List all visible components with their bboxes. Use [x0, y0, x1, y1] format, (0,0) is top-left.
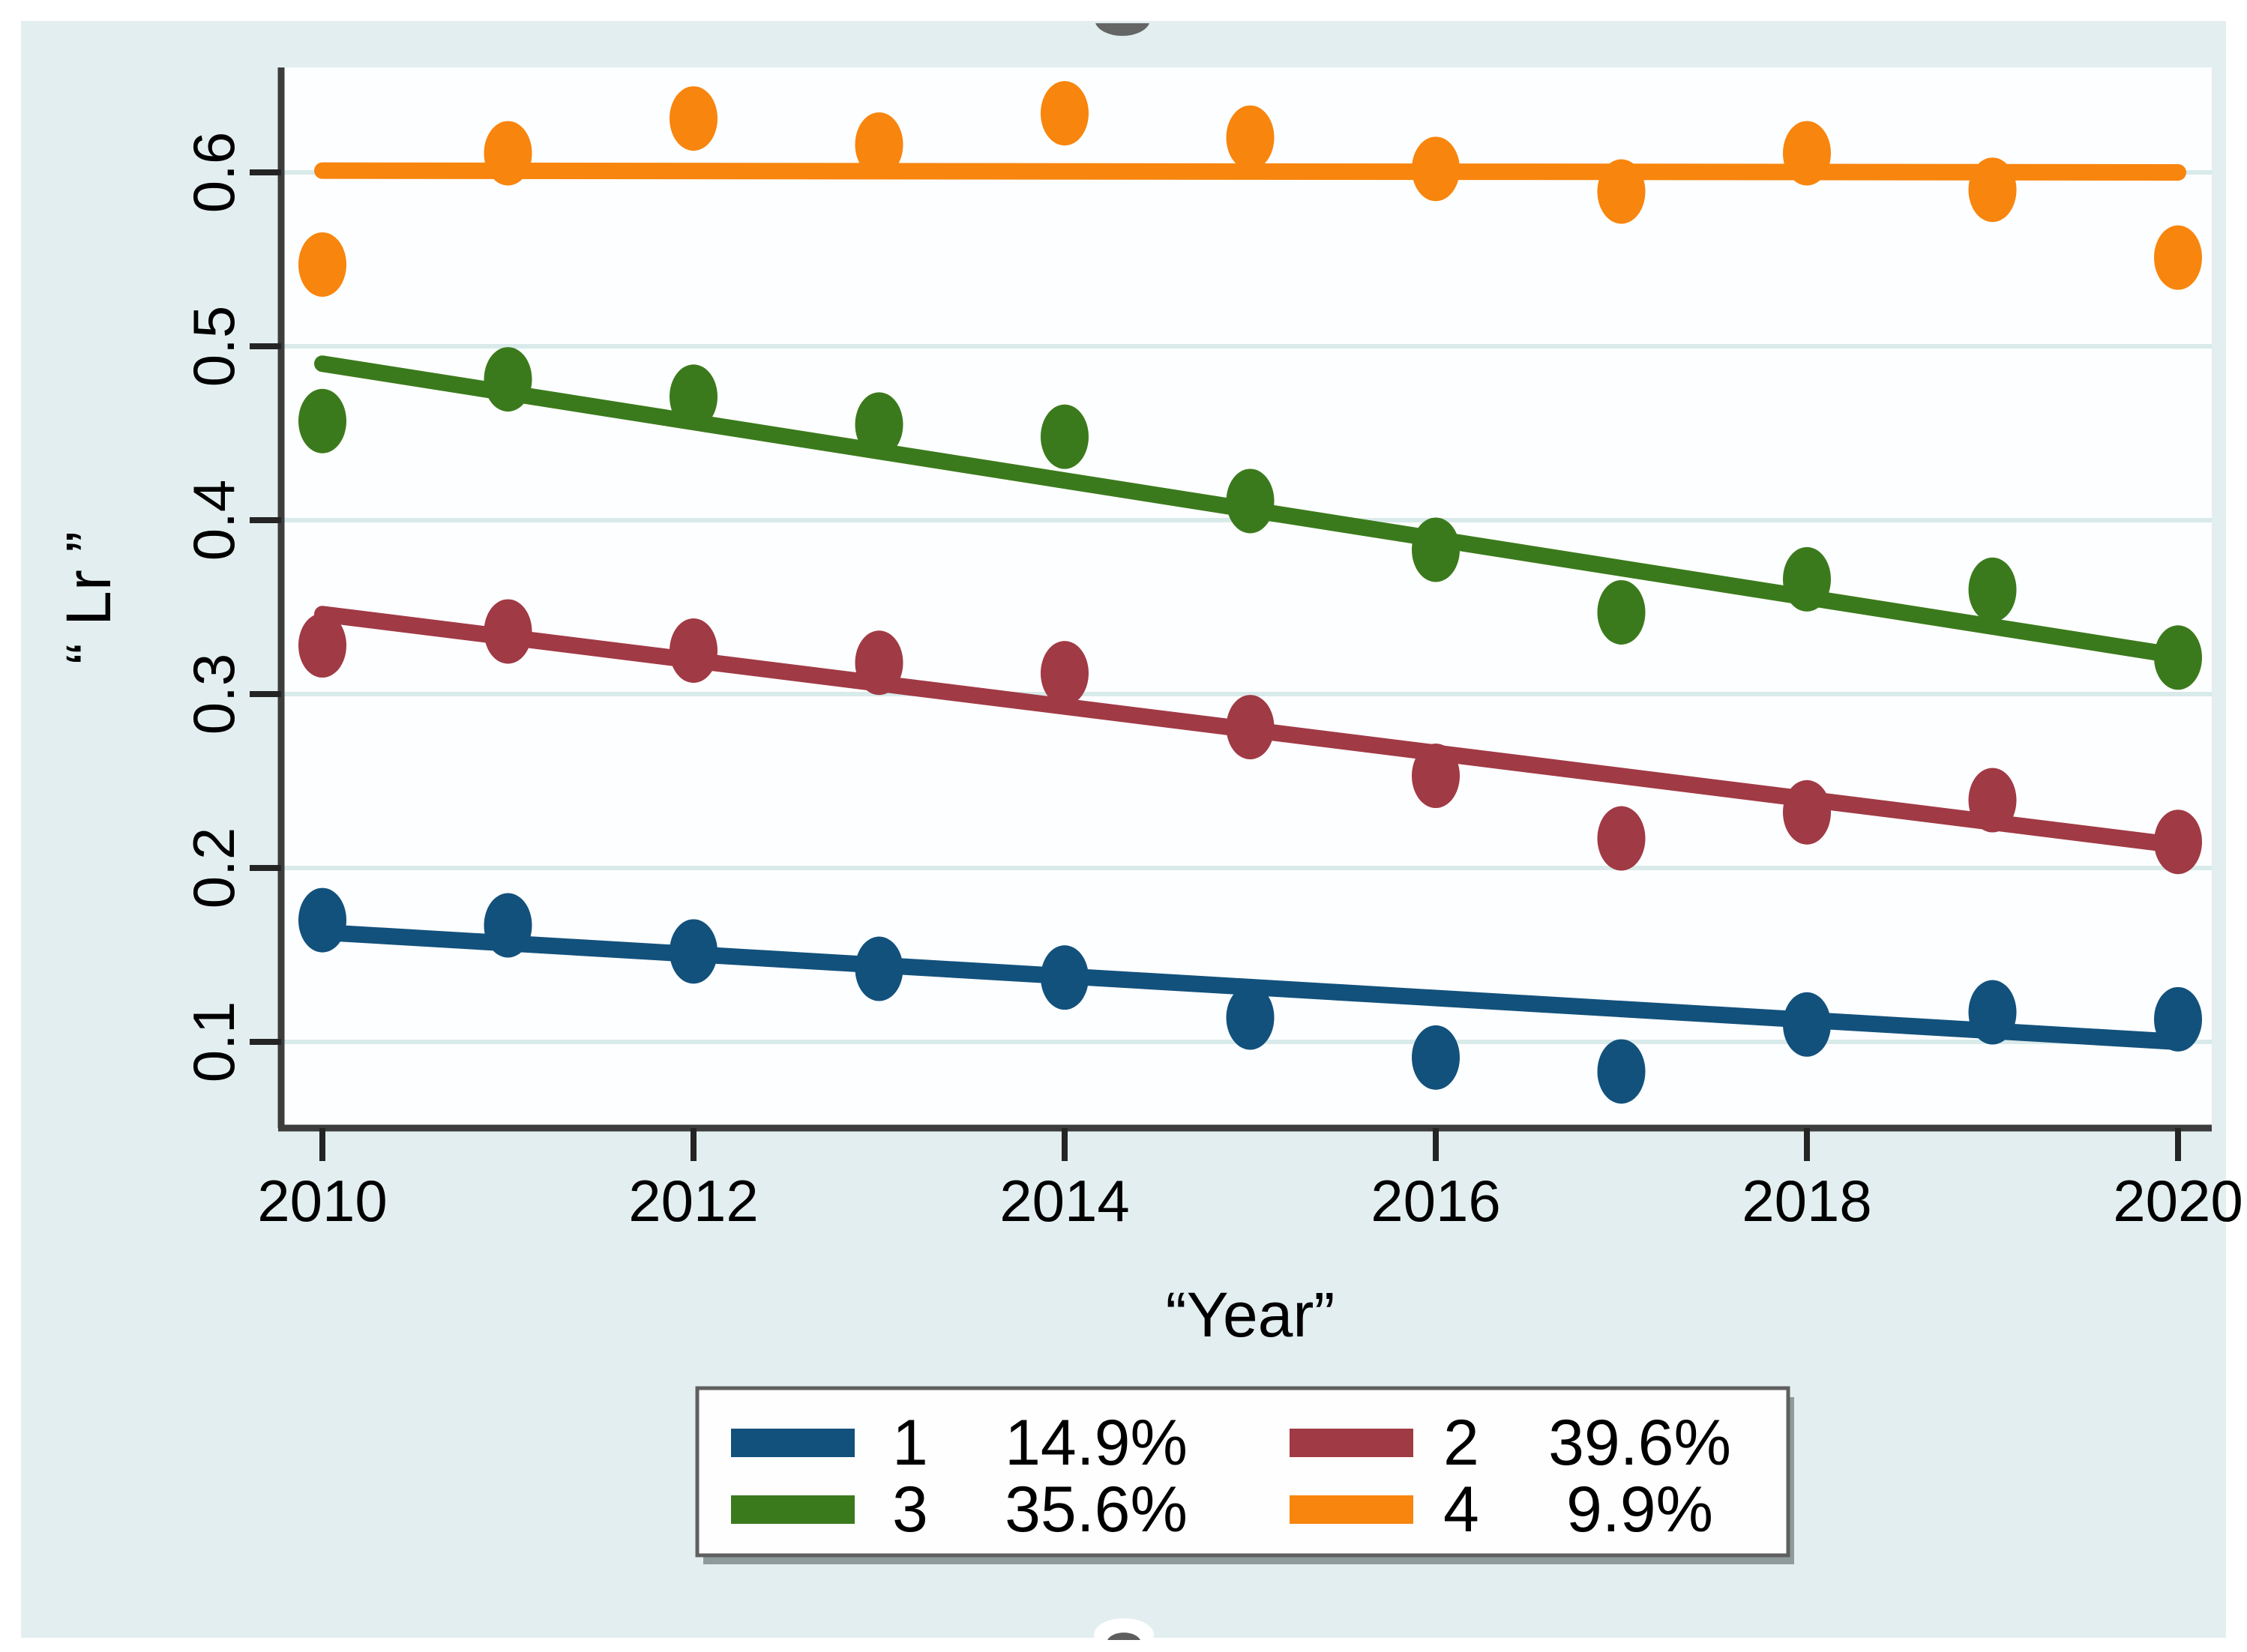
data-point	[298, 232, 346, 297]
series-3	[298, 347, 2202, 690]
x-axis-title: “Year”	[1166, 1279, 1335, 1350]
data-point	[670, 364, 718, 429]
data-point	[855, 936, 903, 1001]
data-point	[1968, 768, 2017, 833]
x-tick-label: 2020	[2113, 1168, 2243, 1234]
legend-series-label: 3	[892, 1474, 928, 1546]
x-tick-group: 2010 2012 2014 2016 2018 2020	[257, 1128, 2243, 1234]
data-point	[1783, 546, 1831, 612]
legend-series-percent: 9.9%	[1566, 1474, 1713, 1546]
y-tick-label: 0.1	[181, 1001, 247, 1082]
data-point	[2154, 625, 2202, 690]
x-tick-label: 2012	[628, 1168, 759, 1234]
data-point	[1041, 81, 1089, 146]
legend-entry-1: 1 14.9%	[731, 1407, 1188, 1479]
data-point	[855, 112, 903, 177]
data-point	[2154, 810, 2202, 875]
y-tick-label: 0.3	[181, 654, 247, 735]
legend-series-label: 1	[892, 1407, 928, 1479]
legend-swatch	[731, 1495, 855, 1524]
data-point	[670, 919, 718, 984]
data-point	[298, 887, 346, 953]
legend: 1 14.9% 2 39.6% 3 35.6% 4 9.9%	[695, 1386, 1794, 1564]
x-tick-label: 2016	[1371, 1168, 1501, 1234]
y-tick-label: 0.5	[181, 306, 247, 387]
data-point	[1226, 695, 1275, 760]
data-point	[1597, 806, 1646, 871]
data-point	[855, 392, 903, 457]
data-point	[1226, 985, 1275, 1050]
data-point	[1968, 980, 2017, 1045]
y-tick-label: 0.4	[181, 480, 247, 561]
series-1	[298, 887, 2202, 1104]
cropped-glyph-bottom	[1107, 1633, 1140, 1640]
legend-series-percent: 35.6%	[1005, 1474, 1188, 1546]
data-point	[1412, 136, 1460, 202]
data-point	[1597, 1039, 1646, 1104]
legend-entry-2: 2 39.6%	[1290, 1407, 1731, 1479]
data-point	[2154, 986, 2202, 1052]
data-point	[1412, 744, 1460, 809]
legend-series-percent: 39.6%	[1548, 1407, 1731, 1479]
legend-series-label: 2	[1443, 1407, 1479, 1479]
data-point	[1226, 105, 1275, 170]
data-point	[2154, 225, 2202, 290]
data-point	[855, 630, 903, 696]
legend-box	[695, 1386, 1790, 1558]
legend-swatch	[1290, 1429, 1413, 1457]
data-point	[670, 86, 718, 151]
data-point	[1412, 1025, 1460, 1090]
legend-swatch	[1290, 1495, 1413, 1524]
data-point	[298, 388, 346, 453]
legend-swatch	[731, 1429, 855, 1457]
y-axis-title: “ Lr ”	[53, 531, 124, 664]
legend-series-label: 4	[1443, 1474, 1479, 1546]
cropped-glyph-top	[1095, 23, 1149, 36]
data-point	[484, 893, 532, 958]
y-tick-group: 0.1 0.2 0.3 0.4 0.5 0.6	[181, 132, 281, 1082]
data-point	[1783, 780, 1831, 845]
legend-entry-3: 3 35.6%	[731, 1474, 1188, 1546]
x-tick-label: 2014	[999, 1168, 1130, 1234]
series-4	[298, 81, 2202, 297]
data-point	[484, 121, 532, 186]
data-point	[1041, 945, 1089, 1010]
data-point	[1783, 992, 1831, 1057]
data-point	[1412, 517, 1460, 582]
data-point	[298, 613, 346, 678]
x-tick-label: 2010	[257, 1168, 388, 1234]
legend-entry-4: 4 9.9%	[1290, 1474, 1713, 1546]
plot-area	[281, 67, 2212, 1128]
series-2	[298, 599, 2202, 875]
data-point	[1041, 641, 1089, 706]
y-tick-label: 0.6	[181, 132, 247, 213]
data-point	[484, 599, 532, 664]
data-point	[1041, 404, 1089, 469]
trend-line	[314, 162, 2186, 181]
data-point	[1968, 557, 2017, 622]
data-point	[484, 347, 532, 412]
y-tick-label: 0.2	[181, 827, 247, 908]
data-point	[1597, 159, 1646, 224]
data-point	[1226, 468, 1275, 534]
x-tick-label: 2018	[1742, 1168, 1872, 1234]
legend-series-percent: 14.9%	[1005, 1407, 1188, 1479]
data-point	[1968, 157, 2017, 223]
data-point	[1783, 121, 1831, 186]
data-point	[670, 618, 718, 683]
data-point	[1597, 579, 1646, 645]
